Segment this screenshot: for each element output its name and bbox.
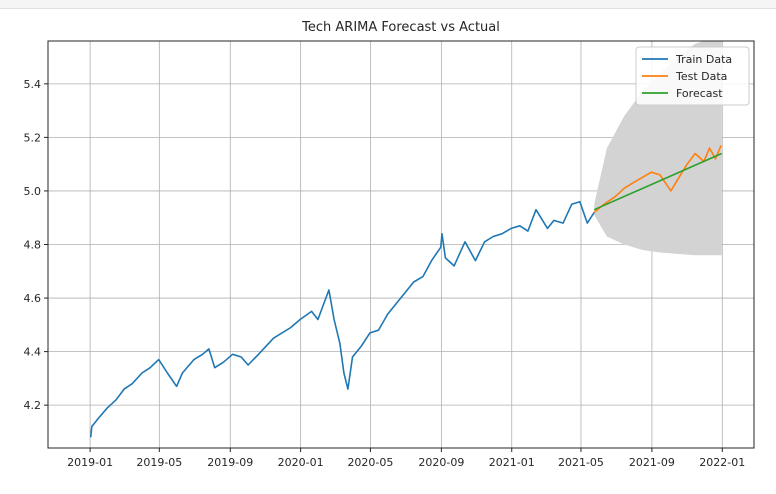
legend-label-train: Train Data xyxy=(675,53,732,66)
forecast-series-line xyxy=(593,152,723,211)
x-tick-label: 2021-09 xyxy=(629,456,675,469)
legend-label-forecast: Forecast xyxy=(676,87,723,100)
y-axis-ticks: 4.2 4.4 4.6 4.8 5.0 5.2 5.4 xyxy=(24,78,48,412)
train-series-line xyxy=(89,200,595,438)
y-tick-label: 4.8 xyxy=(24,239,42,252)
y-tick-label: 4.4 xyxy=(24,346,42,359)
y-tick-label: 4.2 xyxy=(24,399,42,412)
x-tick-label: 2019-09 xyxy=(207,456,253,469)
x-axis-ticks: 2019-01 2019-05 2019-09 2020-01 2020-05 2020-… xyxy=(67,448,745,469)
y-tick-label: 5.0 xyxy=(24,185,42,198)
x-tick-label: 2021-05 xyxy=(558,456,604,469)
y-tick-label: 4.6 xyxy=(24,292,42,305)
x-tick-label: 2022-01 xyxy=(699,456,745,469)
legend-label-test: Test Data xyxy=(675,70,727,83)
x-tick-label: 2019-01 xyxy=(67,456,113,469)
chart-title: Tech ARIMA Forecast vs Actual xyxy=(301,20,500,35)
notebook-cell-bar xyxy=(0,0,776,9)
x-tick-label: 2021-01 xyxy=(489,456,535,469)
y-tick-label: 5.2 xyxy=(24,131,42,144)
x-tick-label: 2020-09 xyxy=(418,456,464,469)
x-tick-label: 2019-05 xyxy=(136,456,182,469)
legend: Train Data Test Data Forecast xyxy=(635,46,750,106)
series-layer xyxy=(89,145,723,438)
x-tick-label: 2020-01 xyxy=(278,456,324,469)
legend-box xyxy=(635,46,750,106)
test-series-line xyxy=(593,145,722,214)
x-tick-label: 2020-05 xyxy=(347,456,393,469)
y-tick-label: 5.4 xyxy=(24,78,42,91)
